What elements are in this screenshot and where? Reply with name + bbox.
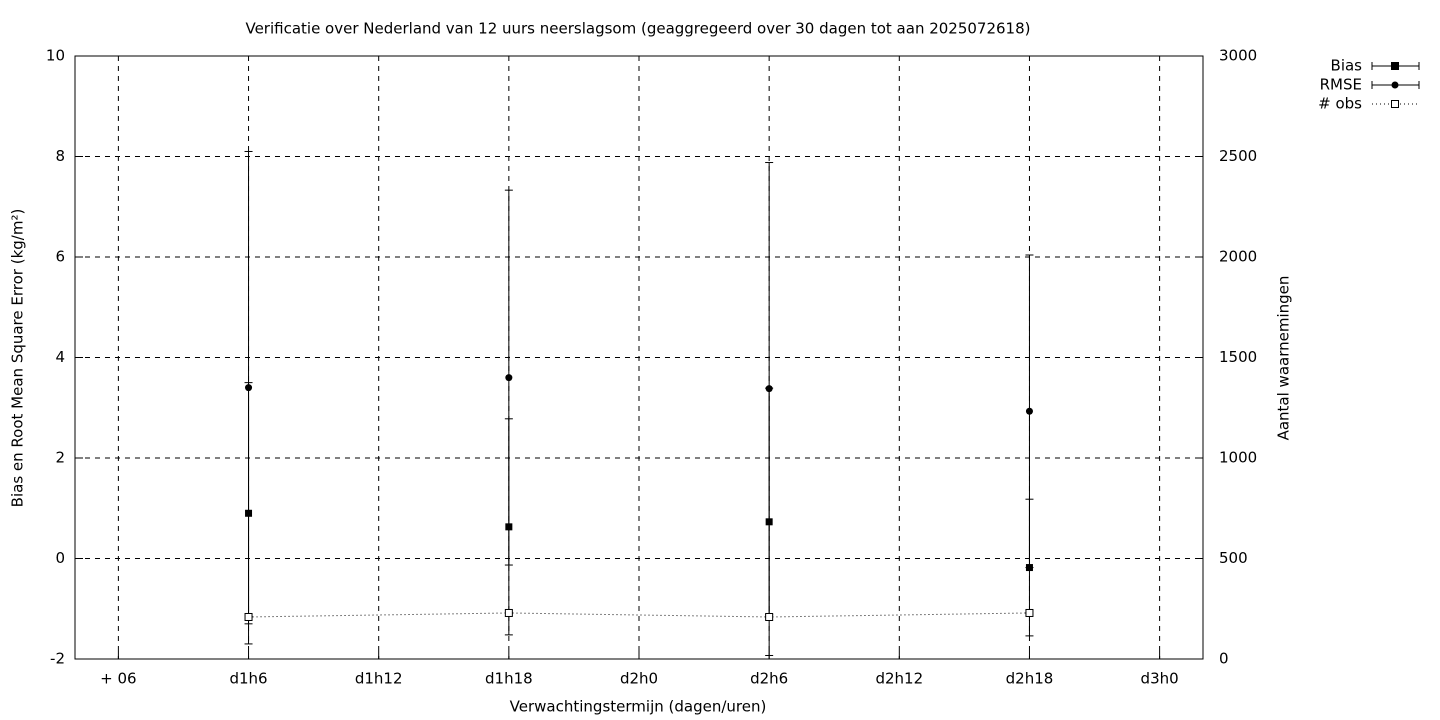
marker [505,374,513,382]
x-tick-label: d1h12 [355,670,403,688]
y-tick-label: -2 [50,650,65,668]
legend-label: RMSE [1320,76,1362,94]
y2-tick-label: 500 [1219,549,1248,567]
y2-axis-label: Aantal waarnemingen [1275,276,1293,441]
y-tick-label: 10 [46,47,65,65]
y-tick-label: 8 [55,147,65,165]
legend-marker [1391,100,1399,108]
x-tick-label: d1h6 [229,670,267,688]
x-tick-label: d1h18 [485,670,533,688]
marker [245,384,253,392]
marker [244,612,253,621]
x-tick-label: d3h0 [1141,670,1179,688]
y-axis-label: Bias en Root Mean Square Error (kg/m²) [9,209,27,508]
marker [765,385,773,393]
x-tick-label: d2h18 [1006,670,1054,688]
marker [765,612,774,621]
legend-marker [1391,81,1399,89]
y-tick-label: 6 [55,248,65,266]
y2-tick-label: 0 [1219,650,1229,668]
marker [1025,608,1034,617]
y-tick-label: 0 [55,549,65,567]
x-tick-label: d2h12 [875,670,923,688]
x-axis-label: Verwachtingstermijn (dagen/uren) [510,698,767,716]
x-tick-label: d2h0 [620,670,658,688]
y2-tick-label: 1500 [1219,348,1257,366]
marker [1025,407,1033,415]
legend-label: Bias [1331,57,1363,75]
chart-title: Verificatie over Nederland van 12 uurs n… [245,20,1030,38]
y-tick-label: 4 [55,348,65,366]
marker [504,608,513,617]
x-tick-label: + 06 [100,670,136,688]
y2-tick-label: 2500 [1219,147,1257,165]
legend-marker [1391,62,1399,70]
plot-frame [74,55,1204,660]
y2-tick-label: 1000 [1219,449,1257,467]
y-tick-label: 2 [55,449,65,467]
legend-label: # obs [1318,95,1362,113]
x-tick-label: d2h6 [750,670,788,688]
y2-tick-label: 2000 [1219,248,1257,266]
y2-tick-label: 3000 [1219,47,1257,65]
